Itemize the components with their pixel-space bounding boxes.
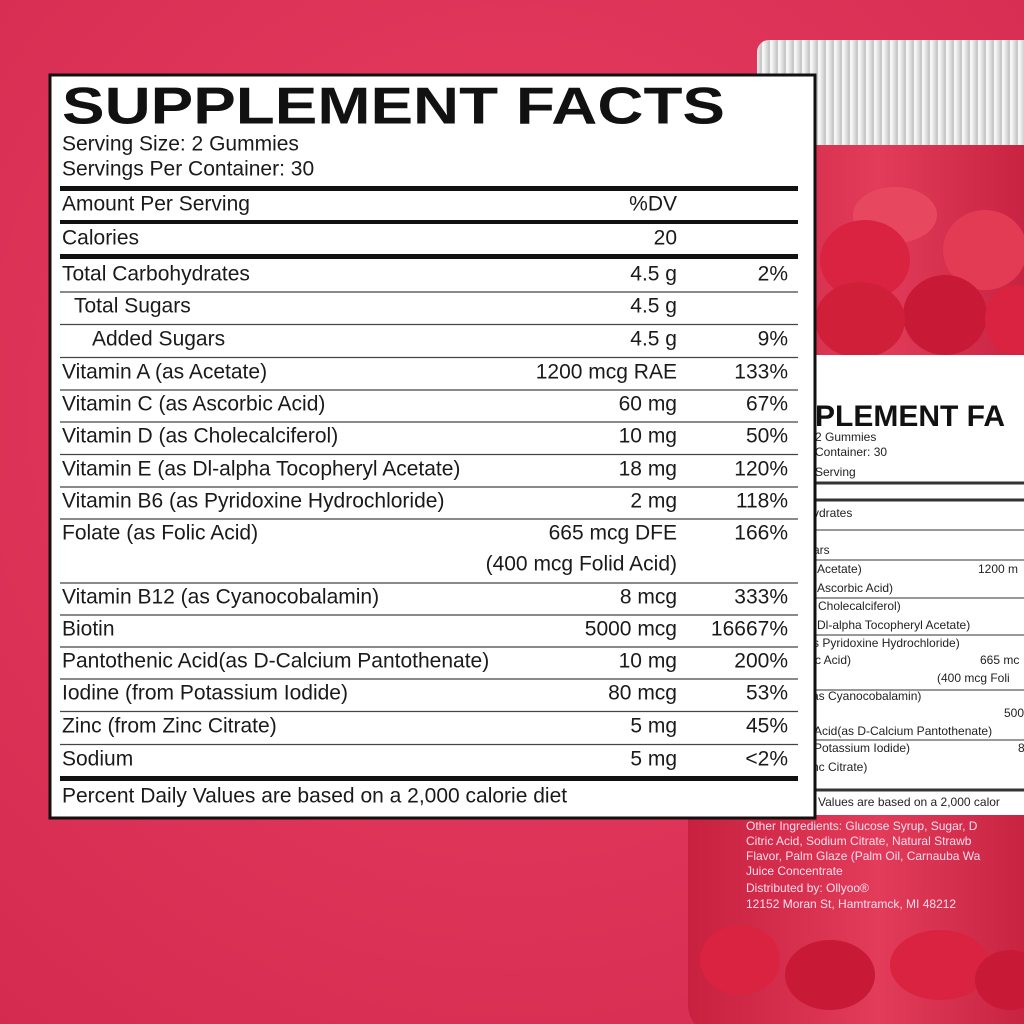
jar-label-text: Acid(as D-Calcium Pantothenate) bbox=[814, 724, 992, 738]
nutrient-amount: 4.5 g bbox=[630, 328, 677, 351]
nutrient-amount: 4.5 g bbox=[630, 295, 677, 318]
nutrient-name: Pantothenic Acid(as D-Calcium Pantothena… bbox=[62, 650, 489, 673]
jar-label-text: Ascorbic Acid) bbox=[817, 581, 893, 595]
jar-ingredients: Juice Concentrate bbox=[746, 864, 843, 878]
nutrient-amount-note: (400 mcg Folid Acid) bbox=[486, 553, 677, 576]
jar-ingredients: Flavor, Palm Glaze (Palm Oil, Carnauba W… bbox=[746, 849, 981, 863]
jar-distributor: Distributed by: Ollyoo® bbox=[746, 881, 869, 895]
nutrient-amount: 80 mcg bbox=[608, 682, 677, 705]
jar-label-text: Cholecalciferol) bbox=[818, 599, 901, 613]
nutrient-dv: 67% bbox=[746, 393, 788, 416]
jar-title: PLEMENT FA bbox=[815, 400, 1005, 433]
jar-ingredients: Other Ingredients: Glucose Syrup, Sugar,… bbox=[746, 819, 978, 833]
serving-size: Serving Size: 2 Gummies bbox=[62, 133, 299, 156]
nutrient-name: Vitamin A (as Acetate) bbox=[62, 361, 267, 384]
nutrient-amount: 60 mg bbox=[619, 393, 677, 416]
gummies bbox=[700, 187, 1024, 1010]
nutrient-amount: 5000 mcg bbox=[585, 618, 677, 641]
nutrient-name: Total Carbohydrates bbox=[62, 263, 250, 286]
nutrient-dv: 2% bbox=[758, 263, 788, 286]
nutrient-name: Added Sugars bbox=[92, 328, 225, 351]
jar-label-text: 500 bbox=[1004, 706, 1024, 720]
nutrient-dv: 118% bbox=[736, 490, 788, 513]
nutrient-dv: 333% bbox=[734, 586, 788, 609]
panel-title: SUPPLEMENT FACTS bbox=[62, 78, 725, 136]
nutrient-name: Iodine (from Potassium Iodide) bbox=[62, 682, 348, 705]
nutrient-dv: 200% bbox=[734, 650, 788, 673]
calories-label: Calories bbox=[62, 227, 139, 250]
nutrient-dv: 53% bbox=[746, 682, 788, 705]
nutrient-amount: 5 mg bbox=[630, 748, 677, 771]
jar-lid bbox=[757, 40, 1024, 145]
nutrient-dv: 45% bbox=[746, 715, 788, 738]
nutrient-amount: 1200 mcg RAE bbox=[536, 361, 677, 384]
jar-label-text: 2 Gummies bbox=[815, 430, 876, 444]
nutrient-name: Biotin bbox=[62, 618, 115, 641]
nutrient-name: Folate (as Folic Acid) bbox=[62, 522, 258, 545]
nutrient-name: Vitamin E (as Dl-alpha Tocopheryl Acetat… bbox=[62, 458, 460, 481]
amount-header: Amount Per Serving bbox=[62, 193, 250, 216]
jar-label-text: s Pyridoxine Hydrochloride) bbox=[813, 636, 960, 650]
nutrient-dv: 133% bbox=[734, 361, 788, 384]
nutrient-name: Vitamin B12 (as Cyanocobalamin) bbox=[62, 586, 379, 609]
facts-panel: SUPPLEMENT FACTS Serving Size: 2 Gummies… bbox=[48, 73, 817, 820]
nutrient-dv: 50% bbox=[746, 425, 788, 448]
jar-label-text: Dl-alpha Tocopheryl Acetate) bbox=[817, 618, 970, 632]
jar-label-rules bbox=[790, 481, 1024, 792]
nutrient-name: Sodium bbox=[62, 748, 133, 771]
jar-label-text: 665 mc bbox=[980, 653, 1019, 667]
jar-label-text: Acetate) bbox=[817, 562, 862, 576]
nutrient-name: Zinc (from Zinc Citrate) bbox=[62, 715, 277, 738]
nutrient-name: Vitamin B6 (as Pyridoxine Hydrochloride) bbox=[62, 490, 444, 513]
jar-ingredients: Citric Acid, Sodium Citrate, Natural Str… bbox=[746, 834, 972, 848]
jar-label-text: ydrates bbox=[813, 506, 852, 520]
footnote: Percent Daily Values are based on a 2,00… bbox=[62, 785, 567, 808]
servings-per-container: Servings Per Container: 30 bbox=[62, 158, 314, 181]
jar-distributor: 12152 Moran St, Hamtramck, MI 48212 bbox=[746, 897, 956, 911]
jar-label-text: Container: 30 bbox=[815, 445, 887, 459]
jar-label-text: 8 bbox=[1018, 741, 1024, 755]
nutrient-name: Vitamin D (as Cholecalciferol) bbox=[62, 425, 338, 448]
jar-label-text: (400 mcg Foli bbox=[937, 671, 1010, 685]
nutrient-dv: 16667% bbox=[711, 618, 788, 641]
nutrient-amount: 5 mg bbox=[630, 715, 677, 738]
nutrient-amount: 665 mcg DFE bbox=[549, 522, 677, 545]
nutrient-amount: 8 mcg bbox=[620, 586, 677, 609]
jar-label-text: as Cyanocobalamin) bbox=[812, 689, 921, 703]
thick-rule bbox=[60, 220, 798, 224]
calories-value: 20 bbox=[654, 227, 677, 250]
dv-header: %DV bbox=[629, 193, 677, 216]
thick-rule bbox=[60, 254, 798, 259]
thick-rule bbox=[60, 776, 798, 781]
nutrient-dv: 166% bbox=[734, 522, 788, 545]
jar-label-text: Potassium Iodide) bbox=[814, 741, 910, 755]
nutrient-amount: 10 mg bbox=[619, 425, 677, 448]
jar-label-text: c Acid) bbox=[815, 653, 851, 667]
jar-label-text: Values are based on a 2,000 calor bbox=[818, 795, 1000, 809]
thick-rule bbox=[60, 186, 798, 191]
nutrient-dv: 120% bbox=[734, 458, 788, 481]
nutrient-amount: 10 mg bbox=[619, 650, 677, 673]
nutrient-amount: 18 mg bbox=[619, 458, 677, 481]
jar-label-text: 1200 m bbox=[978, 562, 1018, 576]
nutrient-name: Total Sugars bbox=[74, 295, 191, 318]
jar-label-text: Serving bbox=[815, 465, 856, 479]
panel-box bbox=[48, 73, 817, 820]
nutrient-dv: 9% bbox=[758, 328, 788, 351]
jar-label-text: nc Citrate) bbox=[812, 760, 867, 774]
nutrient-amount: 4.5 g bbox=[630, 263, 677, 286]
nutrient-amount: 2 mg bbox=[630, 490, 677, 513]
jar-label bbox=[790, 355, 1024, 815]
jar-label-text: ars bbox=[813, 543, 830, 557]
nutrient-name: Vitamin C (as Ascorbic Acid) bbox=[62, 393, 325, 416]
nutrient-dv: <2% bbox=[745, 748, 788, 771]
